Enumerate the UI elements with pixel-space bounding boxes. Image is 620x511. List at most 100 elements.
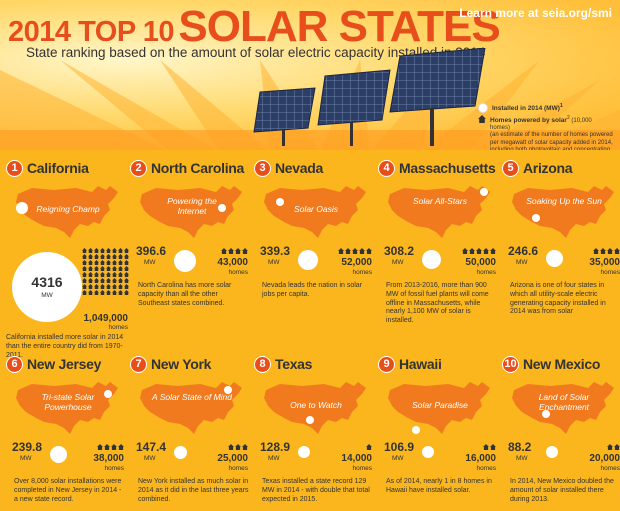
state-tagline: One to Watch (290, 400, 342, 410)
installed-mw-unit: MW (144, 259, 156, 266)
house-icon (118, 248, 123, 253)
house-icon (88, 290, 93, 295)
house-icon (94, 284, 99, 289)
sun-circle-icon (478, 103, 488, 113)
state-panel-arizona: 5 Arizona Soaking Up the Sun 246.6 MW 35,000 h… (502, 158, 620, 352)
house-icon (478, 115, 486, 123)
state-heading: 4 Massachusetts (378, 158, 496, 178)
state-name: Texas (275, 356, 313, 372)
state-panel-new-jersey: 6 New Jersey Tri-state Solar Powerhouse 239… (6, 354, 130, 509)
state-description: Over 8,000 solar installations were comp… (14, 478, 122, 503)
house-icon (118, 254, 123, 259)
house-icon (100, 254, 105, 259)
state-heading: 7 New York (130, 354, 211, 374)
house-icon (118, 278, 123, 283)
house-icon (111, 444, 117, 450)
house-icon (221, 248, 227, 254)
homes-grid (82, 248, 130, 295)
rank-badge: 4 (378, 159, 395, 177)
state-heading: 10 New Mexico (502, 354, 600, 374)
house-icon (82, 290, 87, 295)
house-icon (94, 290, 99, 295)
house-icon (338, 248, 344, 254)
house-icon (118, 272, 123, 277)
house-icon (100, 284, 105, 289)
learn-more-link[interactable]: Learn more at seia.org/smi (459, 6, 612, 20)
homes-unit: homes (476, 269, 496, 276)
house-icon (112, 278, 117, 283)
state-name: New York (151, 356, 212, 372)
house-icon (112, 284, 117, 289)
state-name: Hawaii (399, 356, 442, 372)
legend-homes: Homes powered by solar2 (10,000 homes) (a… (478, 115, 613, 150)
house-icon (88, 266, 93, 271)
house-icon (124, 266, 129, 271)
house-icon (462, 248, 468, 254)
homes-icons (483, 444, 496, 450)
house-icon (118, 266, 123, 271)
installed-mw-value: 88.2 (508, 440, 532, 454)
house-icon (100, 272, 105, 277)
state-panel-hawaii: 9 Hawaii Solar Paradise 106.9 MW 16,000 homes A… (378, 354, 502, 509)
homes-icons (366, 444, 372, 450)
page-title: 2014 TOP 10 SOLAR STATES (8, 2, 501, 52)
house-icon (88, 248, 93, 253)
homes-value: 43,000 (217, 257, 248, 268)
house-icon (94, 254, 99, 259)
house-icon (607, 444, 613, 450)
us-map-icon (140, 186, 242, 238)
installed-mw-value: 147.4 (136, 440, 167, 454)
state-tagline: Tri-state Solar Powerhouse (41, 392, 95, 412)
house-icon (94, 272, 99, 277)
house-icon (242, 248, 248, 254)
house-icon (112, 290, 117, 295)
house-icon (106, 278, 111, 283)
house-icon (242, 444, 248, 450)
house-icon (366, 248, 372, 254)
homes-value: 25,000 (217, 453, 248, 464)
house-icon (100, 278, 105, 283)
installed-circle (422, 250, 441, 269)
house-icon (118, 284, 123, 289)
state-panel-massachusetts: 4 Massachusetts Solar All-Stars 308.2 MW 50,0… (378, 158, 502, 352)
state-name: Arizona (523, 160, 573, 176)
us-map-icon (140, 382, 242, 434)
state-description: New York installed as much solar in 2014… (138, 478, 249, 503)
installed-mw-value: 308.2 (384, 244, 415, 258)
state-tagline: Land of Solar Enchantment (538, 392, 590, 412)
rank-badge: 8 (254, 355, 271, 373)
homes-icons (228, 444, 248, 450)
us-map-icon (264, 186, 366, 238)
state-tagline: Solar Paradise (412, 400, 468, 410)
homes-unit: homes (352, 465, 372, 472)
house-icon (82, 278, 87, 283)
house-icon (88, 254, 93, 259)
house-icon (593, 248, 599, 254)
us-map-icon (512, 382, 614, 434)
state-tagline: Solar Oasis (294, 204, 338, 214)
house-icon (607, 248, 613, 254)
house-icon (94, 278, 99, 283)
installed-circle (50, 446, 67, 463)
house-icon (106, 248, 111, 253)
homes-value: 52,000 (341, 257, 372, 268)
state-panel-new-mexico: 10 New Mexico Land of Solar Enchantment 88.… (502, 354, 620, 509)
house-icon (124, 260, 129, 265)
house-icon (82, 248, 87, 253)
page-subtitle: State ranking based on the amount of sol… (26, 45, 486, 60)
us-map-icon (388, 186, 490, 238)
house-icon (228, 444, 234, 450)
state-tagline: A Solar State of Mind (152, 392, 233, 402)
state-description: In 2014, New Mexico doubled the amount o… (510, 478, 614, 503)
legend-homes-label: Homes powered by solar2 (10,000 homes) (a… (490, 115, 613, 150)
us-map-icon (512, 186, 614, 238)
house-icon (124, 248, 129, 253)
legend-note: (an estimate of the number of homes powe… (490, 132, 613, 150)
state-description: As of 2014, nearly 1 in 8 homes in Hawai… (386, 478, 492, 494)
homes-unit: homes (108, 324, 128, 331)
house-icon (106, 272, 111, 277)
house-icon (366, 444, 372, 450)
homes-value: 35,000 (589, 257, 620, 268)
house-icon (614, 444, 620, 450)
house-icon (118, 260, 123, 265)
